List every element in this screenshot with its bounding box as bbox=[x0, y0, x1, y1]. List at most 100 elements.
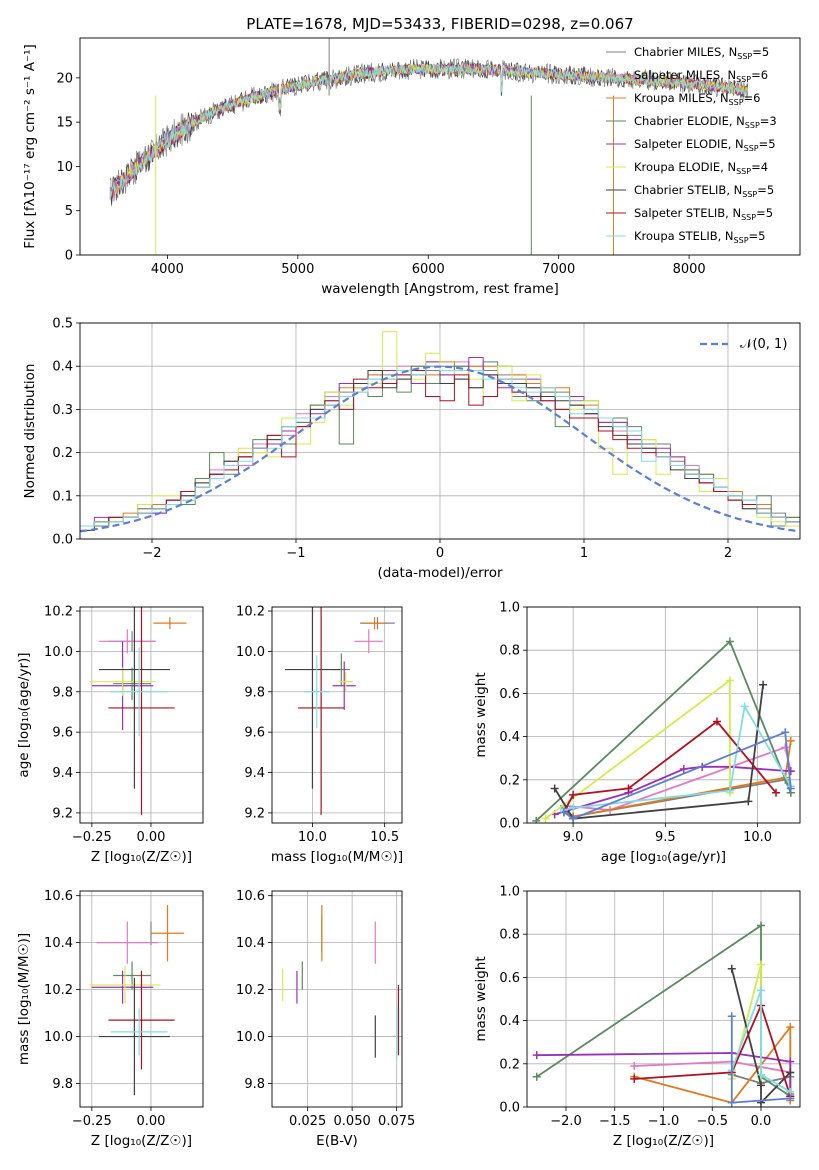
x-tick-label: 7000 bbox=[542, 262, 575, 277]
weight-marker bbox=[630, 1074, 639, 1083]
figure-title: PLATE=1678, MJD=53433, FIBERID=0298, z=0… bbox=[246, 15, 633, 33]
x-tick-label: 10.0 bbox=[743, 830, 772, 845]
y-tick-label: 9.6 bbox=[244, 726, 265, 741]
weight-lines bbox=[532, 637, 795, 823]
x-axis-label: age [log₁₀(age/yr)] bbox=[601, 849, 726, 865]
y-tick-label: 0.4 bbox=[499, 730, 520, 745]
y-tick-label: 10.2 bbox=[44, 983, 73, 998]
weight-series bbox=[634, 1002, 792, 1097]
histogram-series-8 bbox=[80, 365, 800, 527]
y-tick-label: 10.0 bbox=[236, 645, 265, 660]
x-tick-label: 0.00 bbox=[136, 830, 165, 845]
y-tick-label: 0.3 bbox=[52, 403, 73, 418]
weight-marker bbox=[757, 960, 765, 969]
y-axis-label: age [log₁₀(age/yr)] bbox=[16, 652, 32, 777]
errorbar-points bbox=[282, 905, 400, 1061]
y-tick-label: 20 bbox=[56, 71, 73, 86]
spectrum-line-series-8 bbox=[109, 62, 749, 197]
legend-entry: Kroupa STELIB, NSSP=5 bbox=[634, 229, 765, 245]
weight-series bbox=[563, 731, 792, 820]
weight-marker bbox=[744, 797, 753, 806]
legend-entry: Salpeter ELODIE, NSSP=5 bbox=[634, 137, 776, 153]
y-tick-label: 0.2 bbox=[499, 773, 520, 788]
y-tick-label: 0.0 bbox=[499, 1101, 520, 1116]
axes-frame bbox=[79, 37, 801, 256]
weight-marker bbox=[786, 1094, 795, 1103]
legend-entry: Chabrier MILES, NSSP=5 bbox=[634, 45, 769, 61]
y-tick-label: 0.0 bbox=[52, 533, 73, 548]
weight-marker bbox=[772, 788, 781, 797]
weight-marker bbox=[532, 1051, 541, 1060]
legend-entry: Chabrier ELODIE, NSSP=3 bbox=[634, 114, 777, 130]
y-tick-label: 9.8 bbox=[244, 685, 265, 700]
y-tick-label: 10.0 bbox=[44, 645, 73, 660]
y-tick-label: 9.4 bbox=[52, 766, 73, 781]
weight-marker bbox=[786, 736, 795, 745]
x-tick-label: −0.5 bbox=[696, 1114, 728, 1129]
errorbar-points bbox=[285, 607, 395, 815]
weight-marker bbox=[786, 1023, 795, 1032]
plot-spectrum: 4000 5000 6000 7000 8000 0 5 10 15 20 wavelength [… bbox=[22, 37, 801, 297]
y-tick-label: 9.6 bbox=[52, 726, 73, 741]
y-tick-label: 15 bbox=[56, 116, 73, 131]
legend-entry: Kroupa MILES, NSSP=6 bbox=[634, 91, 760, 107]
plot-mass-weight-vs-age: 9.0 9.5 10.0 0.0 0.2 0.4 0.6 0.8 1.0 age [log₁₀(a… bbox=[473, 601, 801, 865]
weight-marker bbox=[786, 1068, 795, 1077]
weight-marker bbox=[757, 1070, 765, 1079]
histogram-steps bbox=[80, 331, 800, 533]
y-axis-label: mass weight bbox=[473, 956, 489, 1041]
x-tick-label: 4000 bbox=[151, 262, 184, 277]
x-tick-label: 0.00 bbox=[136, 1114, 165, 1129]
weight-series bbox=[553, 684, 764, 820]
y-tick-label: 10.2 bbox=[44, 605, 73, 620]
x-tick-label: 1 bbox=[580, 546, 588, 561]
weight-marker bbox=[759, 680, 768, 689]
weight-series bbox=[730, 990, 791, 1093]
axes-frame bbox=[526, 890, 801, 1108]
y-tick-label: 0.4 bbox=[499, 1014, 520, 1029]
weight-marker bbox=[757, 1081, 765, 1090]
y-tick-label: 9.8 bbox=[52, 685, 73, 700]
x-tick-label: −1.0 bbox=[648, 1114, 680, 1129]
y-tick-label: 0.2 bbox=[52, 446, 73, 461]
y-axis-label: mass [log₁₀(M/M☉)] bbox=[16, 933, 32, 1065]
x-axis-label: Z [log₁₀(Z/Z☉)] bbox=[613, 1133, 714, 1149]
weight-marker bbox=[679, 765, 688, 773]
x-axis-label: wavelength [Angstrom, rest frame] bbox=[321, 281, 559, 297]
plot-mass-vs-ebv: 0.025 0.050 0.075 9.8 10.0 10.2 10.4 10.6 E(B-V) bbox=[236, 889, 415, 1149]
weight-marker bbox=[781, 728, 790, 737]
weight-marker bbox=[727, 1012, 736, 1021]
x-tick-label: 10.0 bbox=[298, 830, 327, 845]
legend-entry: Kroupa ELODIE, NSSP=4 bbox=[634, 160, 768, 176]
axes-frame bbox=[526, 606, 801, 824]
x-tick-label: 10.5 bbox=[370, 830, 399, 845]
axes-frame bbox=[271, 890, 403, 1108]
weight-lines bbox=[532, 921, 795, 1107]
weight-marker bbox=[532, 816, 541, 823]
y-tick-label: 0.8 bbox=[499, 644, 520, 659]
x-tick-label: −1 bbox=[286, 546, 305, 561]
x-axis-label: Z [log₁₀(Z/Z☉)] bbox=[91, 849, 192, 865]
x-tick-label: 8000 bbox=[673, 262, 706, 277]
x-axis-label: E(B-V) bbox=[316, 1133, 358, 1149]
weight-marker bbox=[712, 717, 721, 726]
legend-entry: Salpeter STELIB, NSSP=5 bbox=[634, 206, 773, 222]
weight-marker bbox=[781, 743, 790, 752]
plot-mass-weight-vs-metallicity: −2.0 −1.5 −1.0 −0.5 0.0 0.0 0.2 0.4 0.6 0.8 1.0 Z [… bbox=[473, 885, 801, 1149]
y-tick-label: 9.2 bbox=[52, 806, 73, 821]
legend-entry: Chabrier STELIB, NSSP=5 bbox=[634, 183, 774, 199]
y-tick-label: 10 bbox=[56, 160, 73, 175]
weight-marker bbox=[569, 803, 578, 812]
y-tick-label: 0.8 bbox=[499, 928, 520, 943]
y-tick-label: 0.0 bbox=[499, 817, 520, 832]
y-axis-label: Normed distribution bbox=[22, 364, 38, 499]
plot-mass-vs-metallicity: −0.25 0.00 9.8 10.0 10.2 10.4 10.6 Z [log₁₀(Z/Z… bbox=[16, 889, 204, 1149]
y-tick-label: 10.0 bbox=[236, 1030, 265, 1045]
normal-curve bbox=[80, 365, 798, 533]
plot-residual-histogram: −2 −1 0 1 2 0.0 0.1 0.2 0.3 0.4 0.5 (data-model)/er… bbox=[22, 317, 801, 581]
x-tick-label: −0.25 bbox=[72, 1114, 112, 1129]
axes-frame bbox=[79, 606, 204, 824]
y-tick-label: 10.2 bbox=[236, 983, 265, 998]
weight-series bbox=[554, 765, 791, 816]
